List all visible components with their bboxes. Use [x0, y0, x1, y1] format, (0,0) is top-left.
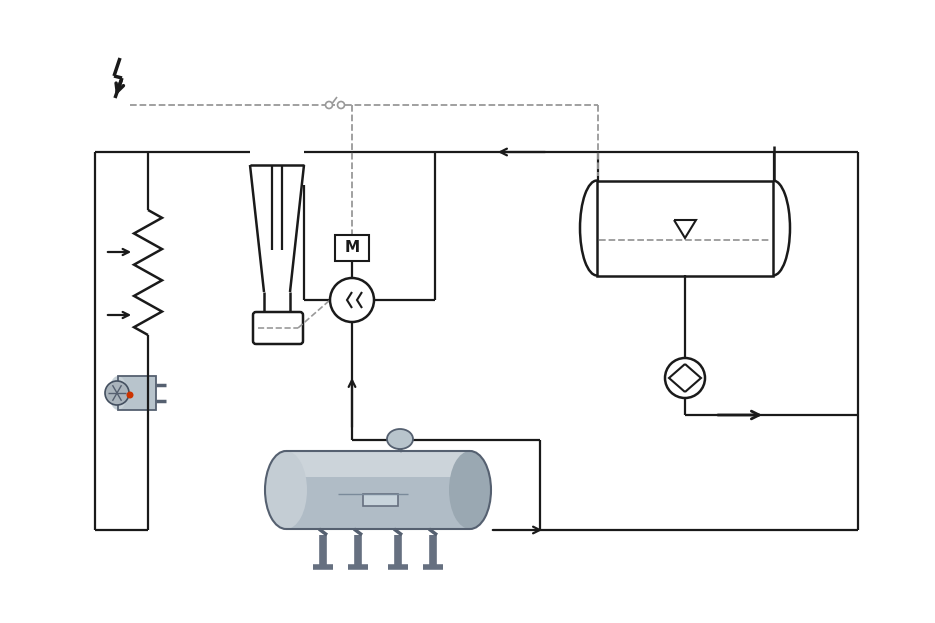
Polygon shape [674, 220, 696, 238]
FancyBboxPatch shape [335, 235, 369, 261]
Ellipse shape [449, 451, 491, 529]
Circle shape [325, 102, 333, 108]
Ellipse shape [387, 429, 413, 449]
FancyBboxPatch shape [253, 312, 303, 344]
Text: M: M [344, 240, 360, 255]
Ellipse shape [265, 451, 307, 529]
Ellipse shape [109, 376, 127, 410]
Ellipse shape [105, 381, 129, 405]
Bar [597, 181, 773, 276]
Bar [363, 494, 398, 506]
Bar [286, 451, 471, 529]
Circle shape [338, 102, 344, 108]
Circle shape [665, 358, 705, 398]
Circle shape [330, 278, 374, 322]
Circle shape [126, 391, 134, 399]
Bar [118, 376, 156, 410]
Ellipse shape [118, 376, 156, 410]
Bar [286, 451, 471, 477]
